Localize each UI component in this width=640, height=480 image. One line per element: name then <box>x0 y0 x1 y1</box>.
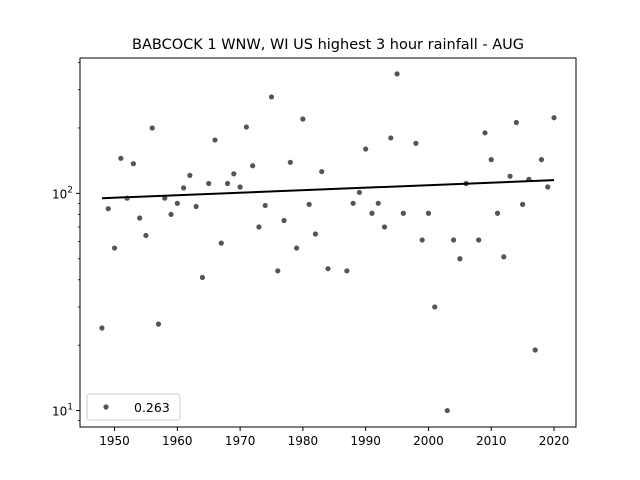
data-point <box>155 321 162 327</box>
scatter-points <box>99 71 557 414</box>
data-point <box>275 268 281 274</box>
data-point <box>450 237 457 243</box>
data-point <box>432 304 438 310</box>
data-point <box>118 155 124 161</box>
data-point <box>149 125 155 131</box>
plot-area <box>79 57 577 428</box>
data-point <box>532 347 538 353</box>
data-point <box>268 94 275 100</box>
data-point <box>388 135 394 141</box>
data-point <box>212 137 218 143</box>
legend-box <box>86 393 181 421</box>
data-point <box>369 210 375 216</box>
data-point <box>243 124 249 130</box>
data-point <box>306 201 312 207</box>
data-point <box>281 217 287 224</box>
data-point <box>413 140 419 146</box>
data-point <box>394 71 400 77</box>
data-point <box>350 200 356 206</box>
data-point <box>193 203 199 210</box>
data-point <box>250 163 256 169</box>
trend-line <box>101 179 555 200</box>
data-point <box>538 157 545 163</box>
x-tick-label: 2000 <box>413 434 444 448</box>
data-point <box>363 146 369 152</box>
x-tick-label: 1990 <box>350 434 381 448</box>
legend: 0.263 <box>86 393 181 421</box>
x-tick-label: 2020 <box>539 434 570 448</box>
data-point <box>381 224 388 230</box>
chart-title: BABCOCK 1 WNW, WI US highest 3 hour rain… <box>132 37 524 53</box>
data-point <box>168 211 174 218</box>
data-point <box>130 161 136 167</box>
plot-frame <box>79 57 577 428</box>
data-point <box>520 201 526 207</box>
data-point <box>162 195 168 201</box>
data-point <box>300 116 306 122</box>
x-tick-label: 2010 <box>476 434 507 448</box>
data-point <box>174 200 180 206</box>
y-tick-label: 102 <box>52 185 73 201</box>
data-point <box>231 171 237 177</box>
x-tick-label: 1970 <box>225 434 256 448</box>
data-point <box>507 173 513 179</box>
data-point <box>513 119 519 126</box>
data-point <box>287 159 293 165</box>
legend-marker <box>103 404 109 410</box>
data-point <box>206 180 212 187</box>
y-axis: 101 102 <box>52 62 80 421</box>
data-point <box>425 210 432 216</box>
x-tick-label: 1960 <box>162 434 193 448</box>
data-point <box>444 407 450 414</box>
data-point <box>356 189 362 196</box>
data-point <box>105 206 111 212</box>
data-point <box>344 268 350 274</box>
data-point <box>99 325 105 331</box>
data-point <box>256 224 262 230</box>
data-point <box>325 266 331 272</box>
data-point <box>187 172 193 178</box>
data-point <box>294 245 300 251</box>
data-point <box>237 184 243 190</box>
data-point <box>501 254 507 260</box>
data-point <box>262 202 268 209</box>
data-point <box>137 215 143 221</box>
data-point <box>494 210 501 216</box>
data-point <box>111 245 118 251</box>
x-tick-label: 1980 <box>288 434 319 448</box>
data-point <box>482 130 488 136</box>
data-point <box>319 168 325 175</box>
trend-line-layer <box>101 179 555 200</box>
data-point <box>218 240 224 246</box>
data-point <box>400 210 406 216</box>
data-point <box>143 232 149 239</box>
data-point <box>199 274 206 281</box>
x-tick-label: 1950 <box>99 434 130 448</box>
x-axis: 1950 1960 1970 1980 1990 2000 2010 2020 <box>99 427 569 448</box>
data-point <box>457 256 463 262</box>
data-point <box>375 200 381 206</box>
data-point <box>551 115 557 121</box>
data-point <box>419 237 425 243</box>
data-point <box>476 237 482 243</box>
data-point <box>180 185 187 191</box>
data-point <box>224 180 231 187</box>
data-point <box>545 184 551 190</box>
legend-label: 0.263 <box>134 400 170 415</box>
data-point <box>488 157 494 163</box>
data-point <box>312 231 319 237</box>
y-tick-label: 101 <box>52 403 73 419</box>
